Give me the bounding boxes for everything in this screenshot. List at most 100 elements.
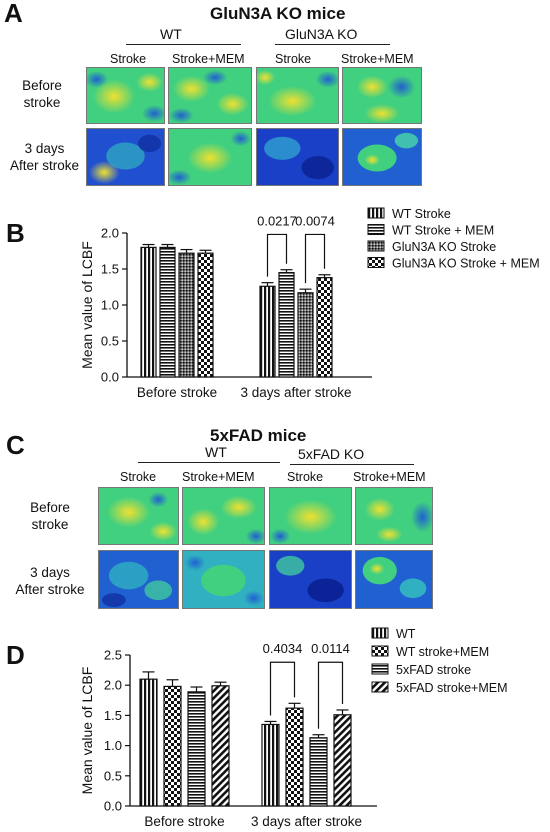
- flow-map-c-after-wt-stroke: [98, 550, 179, 609]
- bar: [297, 292, 314, 378]
- bar: [140, 246, 157, 378]
- panel-c-group-ko: 5xFAD KO: [298, 446, 365, 462]
- significance-bracket: [304, 233, 326, 284]
- flow-map-c-after-ko-mem: [355, 550, 433, 609]
- flow-map-c-after-wt-mem: [182, 550, 265, 609]
- legend-swatch: [367, 240, 385, 252]
- flow-map-a-before-wt-stroke: [86, 67, 165, 124]
- bar: [261, 723, 280, 807]
- x-tick-label: 3 days after stroke: [251, 814, 362, 829]
- panel-c-row-before: Before stroke: [30, 500, 70, 532]
- legend-swatch: [371, 627, 389, 639]
- p-value-label: 0.4034: [263, 641, 303, 656]
- y-tick-label: 2.0: [101, 226, 119, 241]
- legend-label: WT Stroke + MEM: [392, 224, 494, 238]
- y-tick-label: 0.5: [101, 334, 119, 349]
- flow-map-a-after-ko-mem: [342, 128, 422, 186]
- legend-swatch: [367, 224, 385, 235]
- flow-map-a-before-ko-mem: [342, 67, 422, 124]
- bar: [163, 685, 182, 807]
- panel-a-letter: A: [4, 0, 23, 28]
- panel-a-group-wt-line: [126, 44, 241, 45]
- panel-a-col-1: Stroke: [110, 52, 147, 66]
- y-tick-label: 0.5: [104, 768, 122, 783]
- flow-map-a-after-wt-stroke: [86, 128, 165, 186]
- panel-a-col-3: Stroke: [275, 52, 312, 66]
- significance-bracket: [317, 661, 344, 729]
- y-axis-label: Mean value of LCBF: [79, 667, 95, 795]
- y-tick-label: 2.0: [104, 678, 122, 693]
- legend-label: GluN3A KO Stroke + MEM: [392, 257, 540, 271]
- flow-map-a-after-wt-mem: [168, 128, 252, 186]
- legend-label: WT stroke+MEM: [396, 645, 489, 659]
- y-axis-label: Mean value of LCBF: [79, 241, 95, 369]
- panel-c-group-wt-line: [138, 462, 280, 463]
- panel-a-title: GluN3A KO mice: [210, 4, 346, 23]
- bar: [309, 737, 328, 807]
- bar: [197, 252, 214, 378]
- legend-label: WT Stroke: [392, 207, 451, 221]
- panel-a-group-ko-line: [275, 44, 390, 45]
- chart-d: 0.0 0.5 1.0 1.5 2.0 2.5 Mean value of LCBF Befo…: [79, 627, 508, 829]
- panel-b-letter: B: [6, 218, 25, 248]
- bar: [316, 277, 333, 378]
- y-tick-label: 0.0: [104, 799, 122, 814]
- x-tick-label: Before stroke: [137, 385, 217, 400]
- bar: [333, 714, 352, 807]
- panel-c-row-after: 3 days After stroke: [15, 565, 85, 597]
- legend-swatch: [367, 207, 385, 219]
- x-tick-label: 3 days after stroke: [240, 385, 351, 400]
- panel-c-letter: C: [6, 430, 25, 460]
- legend-swatch: [371, 663, 389, 675]
- x-tick-label: Before stroke: [144, 814, 224, 829]
- bar: [159, 246, 176, 378]
- panel-a-group-wt: WT: [160, 26, 182, 42]
- legend-label: 5xFAD stroke: [396, 663, 471, 677]
- p-value-label: 0.0217: [257, 213, 297, 228]
- panel-c-col-3: Stroke: [287, 470, 324, 484]
- panel-c-col-2: Stroke+MEM: [182, 470, 255, 484]
- flow-map-a-before-wt-mem: [168, 67, 252, 124]
- bar: [187, 691, 206, 807]
- panel-c-group-ko-line: [290, 464, 414, 465]
- bar: [139, 678, 158, 807]
- legend-label: 5xFAD stroke+MEM: [396, 681, 508, 695]
- y-tick-label: 1.5: [101, 262, 119, 277]
- panel-c-col-4: Stroke+MEM: [353, 470, 426, 484]
- panel-a-col-2: Stroke+MEM: [172, 52, 245, 66]
- flow-map-a-before-ko-stroke: [256, 67, 339, 124]
- y-tick-label: 1.5: [104, 708, 122, 723]
- flow-map-c-before-ko-stroke: [269, 487, 352, 545]
- bar: [178, 252, 195, 378]
- bar: [211, 685, 230, 807]
- chart-b: 0.0 0.5 1.0 1.5 2.0 Mean value of LCBF Before …: [79, 207, 540, 400]
- panel-a-col-4: Stroke+MEM: [341, 52, 414, 66]
- flow-map-c-before-wt-stroke: [98, 487, 179, 545]
- y-tick-label: 1.0: [104, 738, 122, 753]
- bar: [278, 271, 295, 378]
- p-value-label: 0.0074: [295, 213, 335, 228]
- panel-c-col-1: Stroke: [120, 470, 157, 484]
- p-value-label: 0.0114: [311, 641, 350, 656]
- flow-map-a-after-ko-stroke: [256, 128, 339, 186]
- panel-c-group-wt: WT: [205, 444, 227, 460]
- y-tick-label: 0.0: [101, 370, 119, 385]
- y-tick-label: 2.5: [104, 648, 122, 663]
- legend-label: GluN3A KO Stroke: [392, 240, 496, 254]
- panel-a-row-before: Before stroke: [22, 78, 62, 110]
- bar: [259, 285, 276, 378]
- legend-label: WT: [396, 627, 416, 641]
- legend-swatch: [367, 257, 385, 268]
- significance-bracket: [269, 661, 296, 716]
- flow-map-c-before-wt-mem: [182, 487, 265, 545]
- panel-d-letter: D: [6, 640, 25, 670]
- legend-swatch: [371, 645, 389, 657]
- panel-a-row-after: 3 days After stroke: [9, 141, 80, 173]
- bar: [285, 707, 304, 807]
- panel-a-group-ko: GluN3A KO: [285, 26, 358, 42]
- significance-bracket: [266, 233, 288, 277]
- flow-map-c-after-ko-stroke: [269, 550, 352, 609]
- flow-map-c-before-ko-mem: [355, 487, 433, 545]
- legend-swatch: [371, 681, 389, 693]
- y-tick-label: 1.0: [101, 298, 119, 313]
